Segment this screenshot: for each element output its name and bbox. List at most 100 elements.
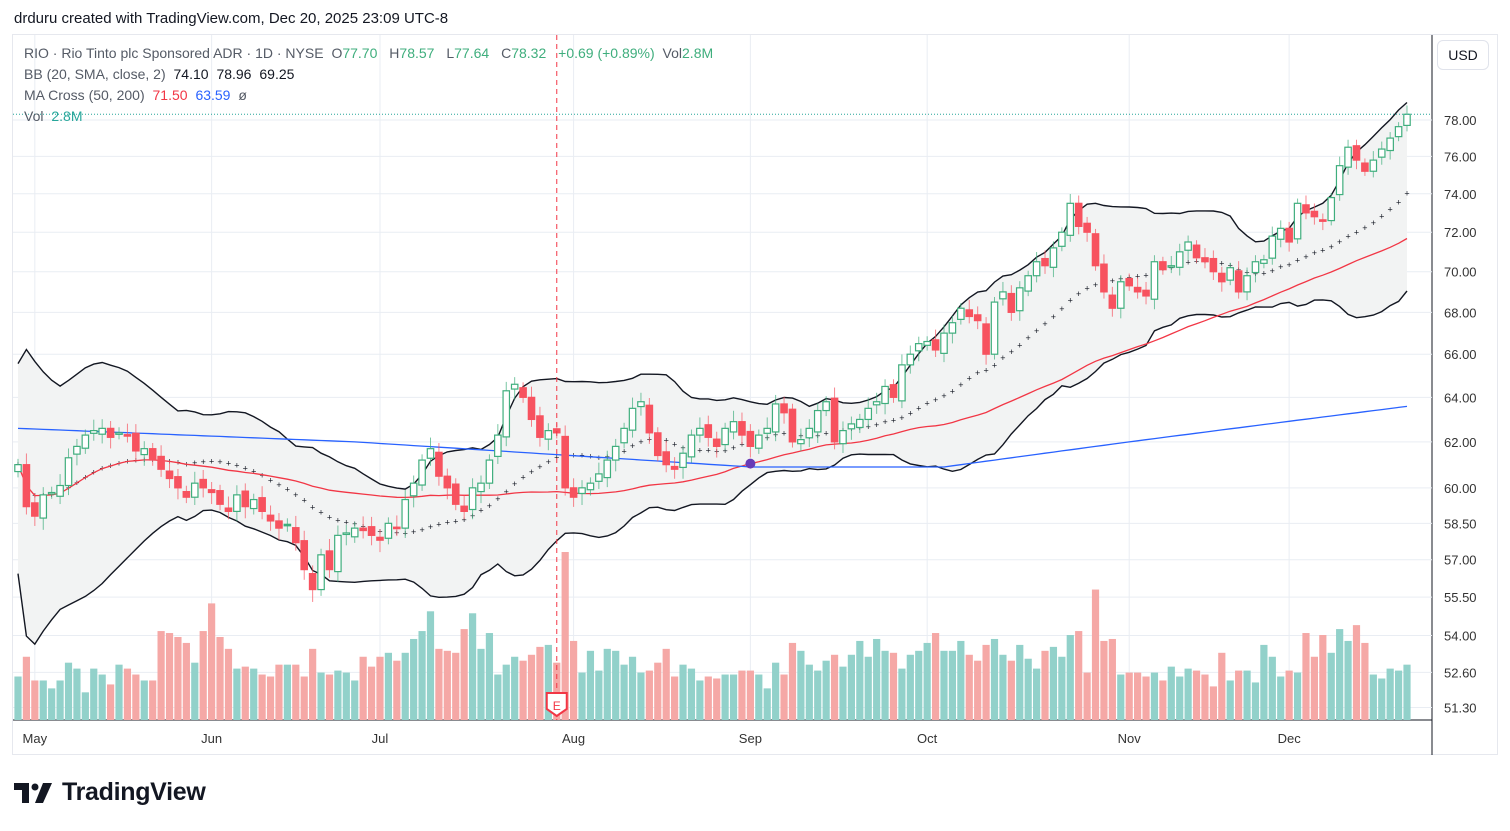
candle-body[interactable] xyxy=(1083,222,1091,233)
candle-body[interactable] xyxy=(1319,219,1327,222)
candle-body[interactable] xyxy=(1394,126,1403,138)
candle-body[interactable] xyxy=(190,482,199,498)
candle-body[interactable] xyxy=(1209,257,1218,273)
candle-body[interactable] xyxy=(931,339,940,351)
candle-body[interactable] xyxy=(696,427,704,436)
candle-body[interactable] xyxy=(1159,261,1167,271)
candle-body[interactable] xyxy=(1058,231,1066,247)
candle-body[interactable] xyxy=(1175,251,1184,268)
candle-body[interactable] xyxy=(81,434,90,449)
candle-body[interactable] xyxy=(334,534,342,573)
candle-body[interactable] xyxy=(973,314,982,322)
candle-body[interactable] xyxy=(275,520,283,529)
candle-body[interactable] xyxy=(645,404,654,434)
legend-vol-row[interactable]: Vol 2.8M xyxy=(24,108,86,124)
candle-body[interactable] xyxy=(856,418,864,429)
candle-body[interactable] xyxy=(595,473,603,482)
candle-body[interactable] xyxy=(249,498,258,510)
candle-body[interactable] xyxy=(990,301,999,355)
candle-body[interactable] xyxy=(1041,257,1049,267)
candle-body[interactable] xyxy=(637,401,645,408)
candle-body[interactable] xyxy=(199,478,208,489)
candle-body[interactable] xyxy=(1184,241,1192,251)
candle-body[interactable] xyxy=(451,483,460,505)
candle-body[interactable] xyxy=(611,445,620,461)
candle-body[interactable] xyxy=(1201,257,1209,263)
candle-body[interactable] xyxy=(578,487,586,495)
candle-body[interactable] xyxy=(830,397,839,443)
candle-body[interactable] xyxy=(510,383,519,390)
candle-body[interactable] xyxy=(1125,277,1134,287)
candle-body[interactable] xyxy=(872,401,881,406)
candle-body[interactable] xyxy=(64,457,73,487)
candle-body[interactable] xyxy=(233,494,241,512)
candle-body[interactable] xyxy=(780,403,788,414)
candle-body[interactable] xyxy=(89,430,98,434)
candle-body[interactable] xyxy=(1032,261,1041,277)
candle-body[interactable] xyxy=(1335,165,1344,196)
candle-body[interactable] xyxy=(1251,261,1260,274)
candle-body[interactable] xyxy=(73,445,81,455)
candle-body[interactable] xyxy=(940,332,948,354)
candle-body[interactable] xyxy=(738,421,746,436)
candle-body[interactable] xyxy=(729,421,738,433)
candle-body[interactable] xyxy=(485,459,494,484)
candle-body[interactable] xyxy=(1217,272,1226,283)
candle-body[interactable] xyxy=(14,464,22,473)
candle-body[interactable] xyxy=(165,470,174,480)
candle-body[interactable] xyxy=(813,409,822,433)
candle-body[interactable] xyxy=(1293,202,1302,240)
candle-body[interactable] xyxy=(620,427,628,444)
candle-body[interactable] xyxy=(1066,202,1075,236)
candle-body[interactable] xyxy=(115,432,123,435)
candle-body[interactable] xyxy=(359,527,367,532)
candle-body[interactable] xyxy=(569,487,578,498)
candle-body[interactable] xyxy=(174,476,182,489)
candle-body[interactable] xyxy=(965,309,974,318)
candle-body[interactable] xyxy=(864,407,873,421)
candle-body[interactable] xyxy=(22,464,31,508)
candle-body[interactable] xyxy=(923,340,931,346)
candle-body[interactable] xyxy=(224,507,233,512)
candle-body[interactable] xyxy=(494,434,502,458)
candle-body[interactable] xyxy=(1268,235,1277,259)
candle-body[interactable] xyxy=(898,364,906,402)
candle-body[interactable] xyxy=(350,527,359,538)
candle-body[interactable] xyxy=(527,396,536,421)
candle-body[interactable] xyxy=(1074,202,1083,227)
candle-body[interactable] xyxy=(460,505,468,512)
candle-body[interactable] xyxy=(342,532,351,536)
candle-body[interactable] xyxy=(561,435,569,489)
candle-body[interactable] xyxy=(1150,261,1159,300)
candle-body[interactable] xyxy=(266,514,275,522)
candle-body[interactable] xyxy=(662,451,671,466)
candle-body[interactable] xyxy=(31,502,39,517)
candle-body[interactable] xyxy=(1361,162,1369,172)
candle-body[interactable] xyxy=(468,487,477,511)
candle-body[interactable] xyxy=(948,322,957,334)
candle-body[interactable] xyxy=(1234,270,1243,293)
candle-body[interactable] xyxy=(670,465,679,470)
candle-body[interactable] xyxy=(712,438,721,447)
candle-body[interactable] xyxy=(704,424,713,438)
candle-body[interactable] xyxy=(839,430,847,445)
candle-body[interactable] xyxy=(982,323,990,355)
candle-body[interactable] xyxy=(1302,204,1310,214)
tradingview-logo[interactable]: TradingView xyxy=(14,778,206,807)
candle-body[interactable] xyxy=(435,451,443,477)
candle-body[interactable] xyxy=(1243,275,1251,293)
candle-body[interactable] xyxy=(376,536,384,541)
candle-body[interactable] xyxy=(679,452,687,469)
candle-body[interactable] xyxy=(1403,113,1411,127)
candle-body[interactable] xyxy=(721,427,729,446)
candle-body[interactable] xyxy=(1024,275,1032,292)
candle-body[interactable] xyxy=(1310,210,1319,218)
candle-body[interactable] xyxy=(1133,286,1142,293)
candle-body[interactable] xyxy=(1327,197,1336,222)
candle-body[interactable] xyxy=(241,490,250,508)
candle-body[interactable] xyxy=(1167,265,1176,268)
candle-body[interactable] xyxy=(292,527,300,544)
candle-body[interactable] xyxy=(308,572,317,591)
candle-body[interactable] xyxy=(47,491,56,495)
